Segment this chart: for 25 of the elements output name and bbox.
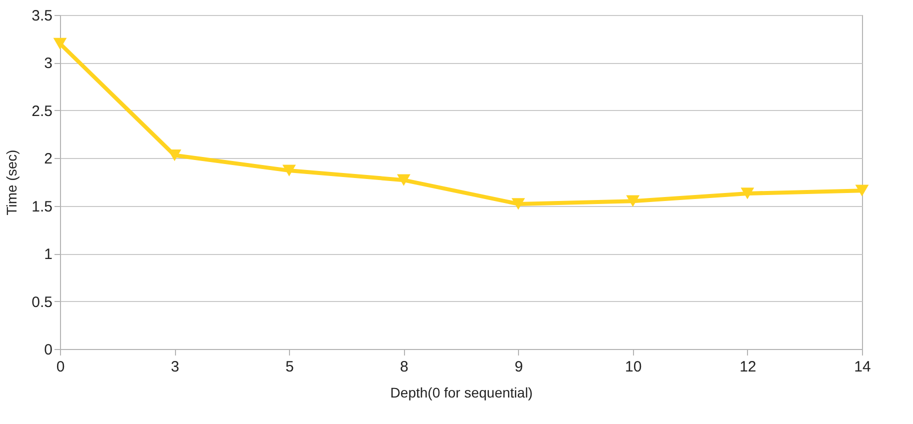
x-tick-label: 8	[400, 358, 408, 376]
x-tick-label: 12	[740, 358, 756, 376]
y-tick-label: 1	[44, 246, 52, 264]
point	[855, 184, 869, 196]
point	[512, 198, 525, 210]
y-tick-label: 0.5	[32, 294, 52, 311]
x-tick-label: 5	[285, 358, 294, 376]
point	[397, 174, 410, 186]
x-tick-label: 10	[625, 358, 642, 376]
x-tick-label: 0	[56, 358, 65, 376]
y-tick-label: 3	[44, 55, 52, 72]
y-tick-label: 2	[44, 150, 52, 168]
point	[626, 195, 640, 207]
x-tick-label: 3	[170, 358, 180, 376]
x-axis-title: Depth(0 for sequential)	[390, 384, 533, 400]
y-tick-label: 1.5	[32, 198, 52, 216]
point	[282, 164, 296, 176]
point	[53, 38, 67, 50]
y-tick-label: 2.5	[32, 102, 52, 120]
y-axis-title: Time (sec)	[4, 150, 20, 216]
y-tick-label: 0	[44, 342, 52, 358]
x-tick-label: 14	[854, 358, 871, 376]
y-tick-label: 3.5	[32, 8, 52, 24]
point	[740, 188, 754, 200]
x-tick-label: 9	[514, 358, 523, 376]
